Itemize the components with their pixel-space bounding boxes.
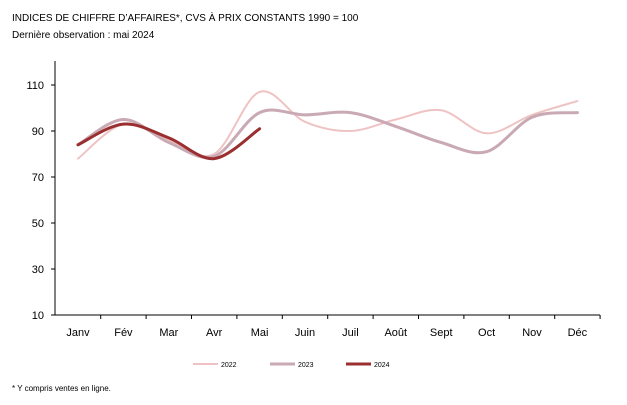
y-tick-label: 30	[32, 264, 44, 276]
x-tick-label: Mar	[159, 327, 178, 339]
series-line-2023	[76, 108, 579, 159]
x-tick-label: Mai	[251, 327, 269, 339]
y-tick-label: 70	[32, 172, 44, 184]
legend-label-2024: 2024	[374, 362, 390, 369]
legend-label-2022: 2022	[221, 362, 237, 369]
x-tick-label: Avr	[206, 327, 223, 339]
x-tick-label: Sept	[430, 327, 453, 339]
y-tick-label: 90	[32, 126, 44, 138]
x-tick-label: Oct	[478, 327, 495, 339]
legend-label-2023: 2023	[298, 362, 314, 369]
y-tick-label: 10	[32, 310, 44, 322]
y-tick-label: 110	[26, 80, 44, 92]
chart-title: INDICES DE CHIFFRE D’AFFAIRES*, CVS À PR…	[12, 13, 359, 24]
x-tick-label: Juil	[342, 327, 359, 339]
x-tick-label: Fév	[114, 327, 133, 339]
chart-subtitle: Dernière observation : mai 2024	[12, 30, 155, 41]
footnote: * Y compris ventes en ligne.	[12, 384, 111, 393]
x-tick-label: Août	[384, 327, 407, 339]
x-tick-label: Nov	[522, 327, 542, 339]
x-tick-label: Déc	[568, 327, 588, 339]
y-tick-label: 50	[32, 218, 44, 230]
x-tick-label: Janv	[66, 327, 90, 339]
series-line-2022	[77, 90, 579, 160]
x-tick-label: Juin	[295, 327, 315, 339]
